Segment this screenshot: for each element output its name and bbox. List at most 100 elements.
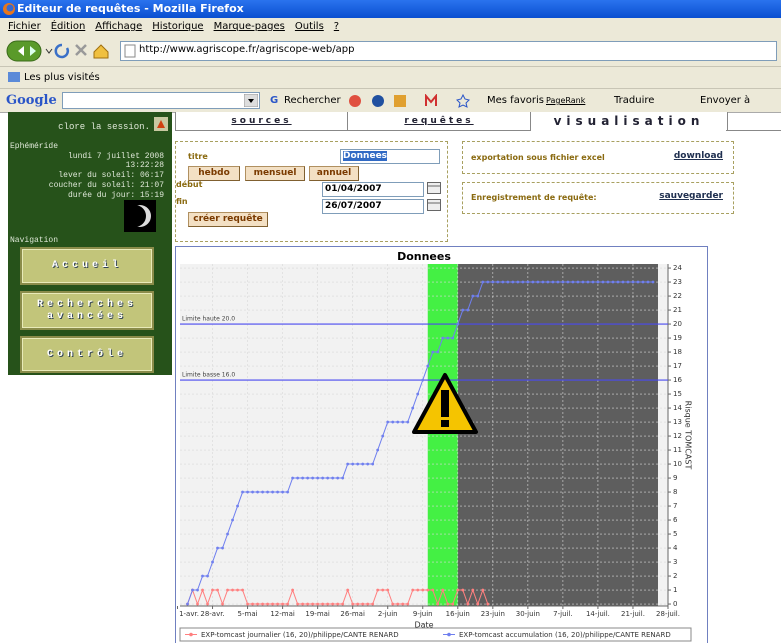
- data-point: [411, 588, 415, 592]
- bookmark[interactable]: Les plus visités: [24, 72, 100, 83]
- data-point: [371, 602, 375, 606]
- data-point: [641, 280, 645, 284]
- menu-item[interactable]: Édition: [50, 21, 86, 32]
- data-point: [416, 588, 420, 592]
- period-button[interactable]: annuel: [309, 166, 359, 181]
- x-tick-label: 30-juin: [516, 610, 540, 618]
- data-point: [241, 490, 244, 494]
- label: exportation sous fichier excel: [471, 153, 605, 162]
- search-button[interactable]: Rechercher: [284, 95, 341, 106]
- x-tick-label: 1-avr.: [179, 610, 199, 618]
- data-point: [211, 588, 214, 592]
- period-button[interactable]: hebdo: [188, 166, 240, 181]
- title-input[interactable]: Donnees: [340, 149, 440, 164]
- calendar-icon[interactable]: [427, 182, 441, 194]
- end-input[interactable]: 26/07/2007: [322, 199, 424, 214]
- y-tick-label: 10: [673, 460, 682, 468]
- data-point: [466, 308, 470, 312]
- data-point: [331, 602, 335, 606]
- data-point: [336, 602, 340, 606]
- data-point: [226, 532, 229, 536]
- legend-swatch: [189, 632, 193, 637]
- logout-icon[interactable]: [154, 117, 168, 131]
- menu-item[interactable]: ?: [333, 21, 340, 32]
- data-point: [556, 280, 560, 284]
- tab[interactable]: requêtes: [347, 112, 531, 131]
- data-point: [201, 574, 204, 578]
- nav-button[interactable]: Recherches avancées: [20, 291, 154, 330]
- data-point: [281, 602, 285, 606]
- data-point: [421, 378, 425, 382]
- y-tick-label: 7: [673, 502, 677, 510]
- download-link[interactable]: download: [673, 151, 723, 161]
- y-tick-label: 15: [673, 390, 682, 398]
- data-point: [386, 588, 390, 592]
- menu-item[interactable]: Fichier: [8, 21, 41, 32]
- data-point: [261, 490, 264, 494]
- favorites[interactable]: Mes favoris: [487, 95, 544, 106]
- data-point: [596, 280, 600, 284]
- menu-item[interactable]: Affichage: [95, 21, 143, 32]
- data-point: [291, 476, 295, 480]
- data-point: [346, 462, 350, 466]
- data-point: [206, 602, 209, 606]
- send-to[interactable]: Envoyer à: [700, 95, 751, 106]
- translate[interactable]: Traduire: [614, 95, 655, 106]
- nav-title: Navigation: [10, 236, 59, 245]
- y-tick-label: 16: [673, 376, 682, 384]
- menu-item[interactable]: Outils: [294, 21, 324, 32]
- data-point: [306, 602, 310, 606]
- warning-mark: [441, 420, 449, 427]
- data-point: [531, 280, 535, 284]
- data-point: [321, 602, 325, 606]
- bookmark-icon: [8, 72, 20, 82]
- x-tick-label: 2-juin: [378, 610, 398, 618]
- data-point: [451, 602, 455, 606]
- nav-button[interactable]: Accueil: [20, 247, 154, 285]
- menu-item[interactable]: Historique: [152, 21, 204, 32]
- data-point: [461, 308, 465, 312]
- data-point: [516, 280, 520, 284]
- tab[interactable]: sources: [175, 112, 348, 131]
- save-link[interactable]: sauvegarder: [659, 191, 723, 201]
- data-point: [231, 588, 234, 592]
- data-point: [381, 434, 385, 438]
- data-point: [441, 336, 445, 340]
- data-point: [361, 602, 365, 606]
- search-box[interactable]: [62, 92, 260, 109]
- pagerank[interactable]: PageRank: [546, 96, 586, 105]
- tab-active[interactable]: visualisation: [530, 112, 728, 130]
- period-button[interactable]: mensuel: [245, 166, 305, 181]
- data-point: [481, 588, 485, 592]
- url-box[interactable]: http://www.agriscope.fr/agriscope-web/ap…: [120, 41, 777, 61]
- y-tick-label: 6: [673, 516, 678, 524]
- data-point: [391, 602, 395, 606]
- toolbar-icons[interactable]: [340, 94, 480, 108]
- dropdown[interactable]: [244, 94, 258, 107]
- data-point: [496, 280, 500, 284]
- data-point: [301, 476, 305, 480]
- moon-icon: [124, 200, 156, 232]
- nav-buttons[interactable]: [6, 39, 118, 63]
- nav-button[interactable]: Contrôle: [20, 336, 154, 373]
- calendar-icon[interactable]: [427, 199, 441, 211]
- data-point: [451, 336, 455, 340]
- tab-rule: [726, 112, 781, 131]
- y-tick-label: 18: [673, 348, 682, 356]
- window-title: Editeur de requêtes - Mozilla Firefox: [17, 2, 244, 15]
- data-point: [436, 602, 440, 606]
- x-tick-label: 5-mai: [238, 610, 258, 618]
- warning-mark: [441, 390, 449, 417]
- y-tick-label: 24: [673, 264, 682, 272]
- start-input[interactable]: 01/04/2007: [322, 182, 424, 197]
- data-point: [196, 602, 199, 606]
- data-point: [426, 364, 430, 368]
- data-point: [621, 280, 625, 284]
- menu-item[interactable]: Marque-pages: [213, 21, 285, 32]
- create-button[interactable]: créer requête: [188, 212, 268, 227]
- data-point: [406, 602, 410, 606]
- legend-label: EXP-tomcast accumulation (16, 20)/philip…: [459, 631, 671, 639]
- logout[interactable]: clore la session.: [58, 122, 150, 132]
- export-box: exportation sous fichier excel download: [462, 141, 734, 174]
- data-point: [236, 504, 239, 508]
